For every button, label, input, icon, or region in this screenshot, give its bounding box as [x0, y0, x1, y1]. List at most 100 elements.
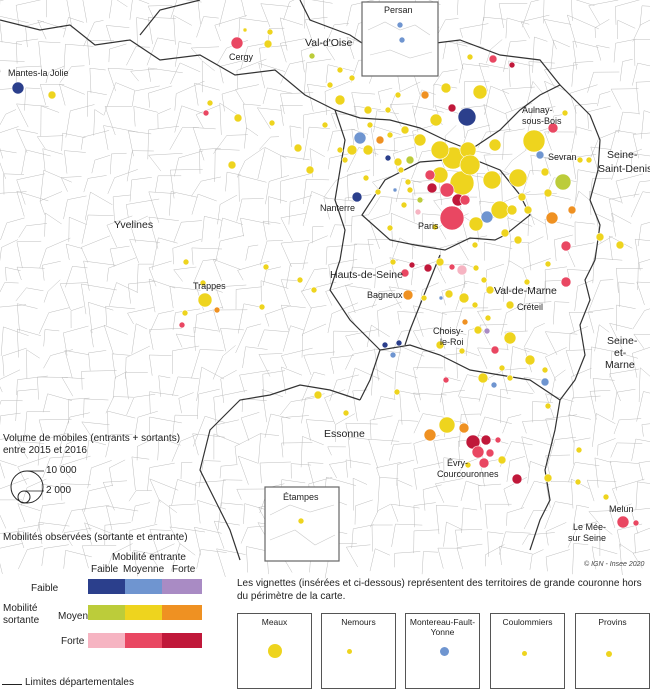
mobility-circle [397, 166, 405, 174]
mobility-circle [363, 105, 373, 115]
mobility-circle [293, 143, 303, 153]
mobility-circle [547, 122, 559, 134]
mobility-circle [632, 519, 640, 527]
mobility-circle [616, 515, 630, 529]
vignette-title: Provins [598, 617, 627, 627]
mobility-circle [543, 473, 553, 483]
entrante-faible: Faible [91, 564, 119, 575]
mobility-circle [458, 292, 470, 304]
city-label-lemee-2: sur Seine [568, 533, 606, 543]
volume-legend-10000: 10 000 [46, 465, 77, 476]
mobility-circle [524, 354, 536, 366]
mobility-circle [457, 107, 477, 127]
vignette-circle [522, 651, 527, 656]
city-label-trappes: Trappes [193, 281, 226, 291]
mobility-circle [336, 66, 344, 74]
dept-label-val-de-marne: Val-de-Marne [494, 285, 557, 297]
mobility-circle [439, 205, 465, 231]
mobility-circle [464, 461, 472, 469]
mobility-circle [435, 257, 445, 267]
vignette-montereau: Montereau-Fault-Yonne [405, 613, 480, 689]
boundary-yvelines-essonne [199, 384, 361, 561]
swatch-forte-forte [162, 633, 202, 648]
mobility-circle [362, 144, 374, 156]
mobility-circle [398, 36, 406, 44]
mobility-circle [442, 376, 450, 384]
commune-boundaries [0, 0, 650, 579]
mobility-circle [545, 211, 559, 225]
mobility-circle [366, 121, 374, 129]
mobility-circle [182, 258, 190, 266]
dept-label-sem-3: Marne [605, 359, 635, 371]
mobility-circle [386, 131, 394, 139]
city-label-etampes: Étampes [283, 492, 319, 502]
vignette-title: Meaux [261, 617, 288, 627]
mobility-circle [472, 84, 488, 100]
mobility-circle [420, 294, 428, 302]
sortante-faible: Faible [31, 583, 59, 594]
mobility-circle [485, 285, 495, 295]
mobility-circle [353, 131, 367, 145]
mobility-circle [480, 210, 494, 224]
vignette-nemours: Nemours [321, 613, 396, 689]
mobility-circle [468, 216, 484, 232]
mobility-circle [408, 261, 416, 269]
vignette-circle [606, 651, 612, 657]
swatch-moyenne-faible [88, 605, 128, 620]
mobility-circle [308, 52, 316, 60]
swatch-moyenne-moyenne [125, 605, 165, 620]
vignette-provins: Provins [575, 613, 650, 689]
mobility-circle [334, 94, 346, 106]
mobility-circle [522, 129, 546, 153]
mobility-circle [416, 196, 424, 204]
mobility-circle [544, 402, 552, 410]
city-label-creteil: Créteil [517, 302, 543, 312]
mobility-circle [560, 240, 572, 252]
mobility-circle [561, 109, 569, 117]
vignette-title: Coulommiers [502, 617, 553, 627]
mobility-circle [423, 263, 433, 273]
dept-label-hauts-de-seine: Hauts-de-Seine [330, 269, 403, 281]
vignette-meaux: Meaux [237, 613, 312, 689]
sortante-label: Mobilité sortante [3, 603, 40, 626]
mobility-circle [490, 345, 500, 355]
mobility-circle [540, 167, 550, 177]
city-label-aulnay-2: sous-Bois [522, 116, 562, 126]
limits-line [2, 684, 22, 685]
mobility-circle [523, 278, 531, 286]
boundary-val-doise-east [469, 84, 591, 151]
mobility-circle [395, 339, 403, 347]
mobility-circle [396, 21, 404, 29]
mobility-circle [227, 160, 237, 170]
mobility-circle [310, 286, 318, 294]
mobility-circle [375, 135, 385, 145]
mobility-circle [458, 347, 466, 355]
vignettes-note: Les vignettes (insérées et ci-dessous) r… [237, 578, 642, 602]
mobility-circles [11, 21, 640, 529]
mobility-circle [197, 292, 213, 308]
mobility-circle [346, 144, 358, 156]
boundary-yvelines-east [329, 109, 381, 401]
mobility-circle [440, 82, 452, 94]
dept-label-essonne: Essonne [324, 428, 365, 440]
mobility-circle [483, 327, 491, 335]
vignette-circle [268, 644, 282, 658]
mobility-circle [602, 493, 610, 501]
mobility-circle [351, 191, 363, 203]
mobility-circle [505, 300, 515, 310]
mobility-circle [511, 473, 523, 485]
city-label-choisy-2: le-Roi [440, 337, 464, 347]
vignette-coulommiers: Coulommiers [490, 613, 565, 689]
mobility-circle [435, 340, 445, 350]
city-label-aulnay-1: Aulnay- [522, 105, 553, 115]
mobility-circle [471, 241, 479, 249]
mobility-circle [414, 208, 422, 216]
dept-label-yvelines: Yvelines [114, 219, 153, 231]
mobility-circle [585, 156, 593, 164]
mobility-circle [438, 295, 444, 301]
mobility-circle [341, 156, 349, 164]
mobility-circle [473, 325, 483, 335]
mobility-circle [423, 428, 437, 442]
vignette-title: Nemours [341, 617, 376, 627]
